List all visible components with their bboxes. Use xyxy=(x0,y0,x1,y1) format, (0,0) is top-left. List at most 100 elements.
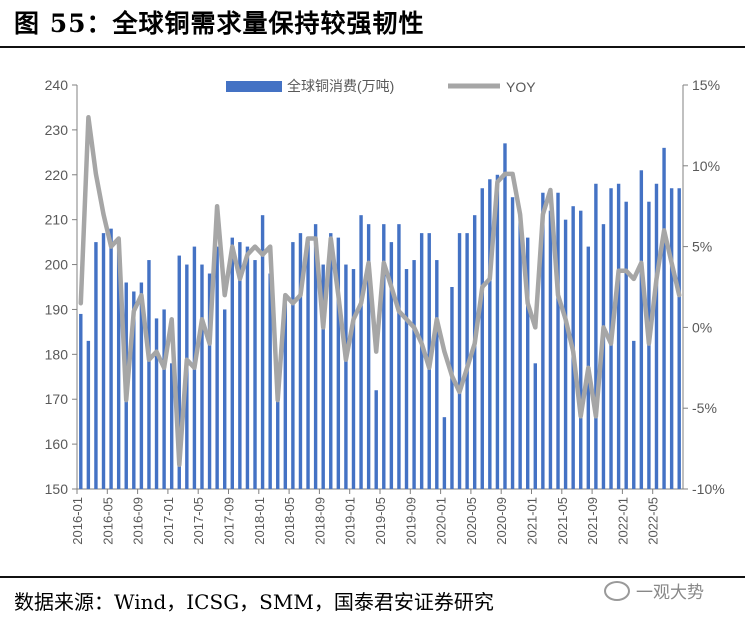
yoy-point-2017-02 xyxy=(178,463,181,466)
bar-2019-08 xyxy=(404,269,409,489)
yoy-point-2019-11 xyxy=(428,367,431,369)
bar-2018-08 xyxy=(313,224,318,489)
yoy-point-2022-06 xyxy=(663,229,665,232)
yoy-point-2016-10 xyxy=(148,358,150,361)
bar-2022-03 xyxy=(639,170,644,489)
left-y-tick-label: 160 xyxy=(45,436,69,452)
yoy-point-2016-11 xyxy=(155,350,158,353)
yoy-point-2021-11 xyxy=(610,342,612,345)
bar-2018-10 xyxy=(329,233,333,489)
bar-2020-01 xyxy=(442,417,447,489)
yoy-point-2021-08 xyxy=(587,367,590,369)
yoy-point-2017-12 xyxy=(254,245,256,248)
x-tick-label: 2017-09 xyxy=(222,497,237,545)
yoy-point-2018-05 xyxy=(292,302,294,304)
bar-2022-01 xyxy=(624,201,628,489)
yoy-point-2018-11 xyxy=(337,294,340,296)
yoy-point-2017-04 xyxy=(193,367,196,369)
bar-2019-12 xyxy=(435,260,439,489)
yoy-point-2016-04 xyxy=(102,213,105,216)
yoy-point-2019-03 xyxy=(367,261,370,264)
yoy-point-2020-05 xyxy=(473,342,476,345)
bar-2021-04 xyxy=(556,192,560,489)
yoy-point-2018-09 xyxy=(322,326,324,329)
bar-2021-01 xyxy=(533,363,537,489)
yoy-point-2021-01 xyxy=(534,326,537,329)
chart: 150 160 170 180 190 200 210 220 230 240 -10% -5% 0% 5… xyxy=(45,77,725,545)
yoy-point-2019-10 xyxy=(420,342,423,345)
yoy-point-2020-06 xyxy=(481,286,484,288)
bar-2017-08 xyxy=(223,309,227,489)
bar-2016-06 xyxy=(116,246,121,489)
bar-2016-08 xyxy=(132,291,136,489)
yoy-point-2018-12 xyxy=(345,358,347,361)
left-y-tick-label: 230 xyxy=(45,122,69,138)
x-tick-label: 2021-01 xyxy=(525,497,540,545)
bar-2021-07 xyxy=(579,210,583,489)
yoy-point-2021-06 xyxy=(572,350,574,353)
yoy-point-2020-02 xyxy=(451,375,453,377)
yoy-point-2018-08 xyxy=(314,237,317,240)
bar-2018-09 xyxy=(321,264,325,489)
yoy-point-2016-09 xyxy=(140,294,143,296)
legend: 全球铜消费(万吨) YOY xyxy=(226,78,536,95)
bar-2017-06 xyxy=(207,273,212,489)
yoy-line-series xyxy=(78,115,682,468)
left-y-tick-label: 180 xyxy=(45,346,69,362)
left-y-tick-label: 170 xyxy=(45,391,69,407)
x-tick-label: 2022-05 xyxy=(646,497,661,545)
bar-2018-03 xyxy=(276,372,280,489)
right-y-tick-label: -5% xyxy=(692,400,717,416)
bar-2016-03 xyxy=(94,242,98,489)
bar-2018-02 xyxy=(268,273,272,489)
yoy-point-2018-01 xyxy=(261,253,264,256)
yoy-point-2017-08 xyxy=(223,294,226,296)
yoy-point-2019-06 xyxy=(390,286,393,288)
legend-line-label: YOY xyxy=(506,79,536,95)
bar-2019-09 xyxy=(412,260,416,489)
bar-2020-12 xyxy=(526,237,530,489)
bar-2019-01 xyxy=(351,269,356,489)
bar-2019-03 xyxy=(366,224,371,489)
bar-2020-09 xyxy=(503,143,507,489)
watermark: 一观大势 xyxy=(604,578,704,603)
bar-2016-09 xyxy=(139,282,144,489)
yoy-point-2021-07 xyxy=(579,415,582,418)
yoy-point-2018-10 xyxy=(329,237,332,240)
yoy-point-2019-12 xyxy=(436,318,438,321)
left-y-tick-label: 210 xyxy=(45,212,69,228)
yoy-point-2018-06 xyxy=(299,294,302,296)
yoy-point-2016-01 xyxy=(79,302,82,304)
yoy-point-2020-12 xyxy=(526,302,529,304)
x-tick-label: 2021-09 xyxy=(585,497,600,545)
right-y-tick-label: 5% xyxy=(692,239,712,255)
left-y-tick-label: 240 xyxy=(45,77,69,93)
yoy-point-2020-03 xyxy=(458,391,461,393)
yoy-point-2017-05 xyxy=(201,318,203,321)
x-tick-label: 2020-09 xyxy=(494,497,509,545)
yoy-point-2017-07 xyxy=(216,205,218,207)
x-tick-label: 2019-09 xyxy=(403,497,418,545)
bar-2021-09 xyxy=(594,183,598,489)
bar-2017-01 xyxy=(169,363,174,489)
yoy-point-2017-06 xyxy=(208,342,211,345)
x-tick-label: 2016-01 xyxy=(70,497,85,545)
bar-2022-06 xyxy=(662,147,666,489)
yoy-point-2022-05 xyxy=(655,278,658,280)
x-tick-label: 2018-05 xyxy=(282,497,297,545)
yoy-point-2016-05 xyxy=(110,245,112,248)
yoy-point-2021-04 xyxy=(557,294,559,296)
bar-2020-03 xyxy=(457,233,462,489)
yoy-point-2017-01 xyxy=(170,318,173,321)
bar-2019-10 xyxy=(419,233,424,489)
axes: 150 160 170 180 190 200 210 220 230 240 -10% -5% 0% 5… xyxy=(45,77,725,545)
yoy-point-2021-03 xyxy=(549,189,552,191)
yoy-point-2016-08 xyxy=(133,310,135,313)
bar-2021-03 xyxy=(548,210,553,489)
bar-2022-08 xyxy=(677,188,681,489)
yoy-point-2022-02 xyxy=(632,278,635,280)
yoy-point-2020-04 xyxy=(466,367,468,369)
x-tick-label: 2018-01 xyxy=(252,497,267,545)
yoy-point-2021-10 xyxy=(602,326,605,329)
yoy-point-2021-05 xyxy=(564,318,567,321)
